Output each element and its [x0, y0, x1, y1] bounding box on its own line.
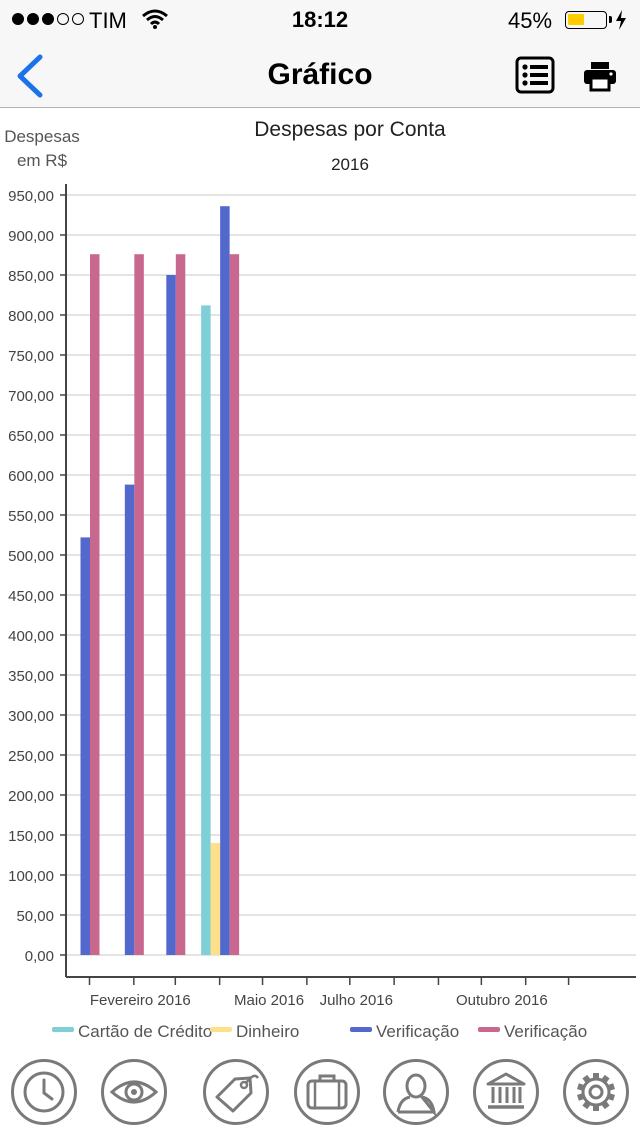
- gear-icon: [577, 1073, 615, 1111]
- list-view-button[interactable]: [515, 56, 555, 94]
- legend-swatch: [350, 1027, 372, 1032]
- bar: [220, 206, 230, 955]
- y-tick-label: 100,00: [8, 868, 54, 885]
- axes: [65, 184, 636, 978]
- bar: [134, 254, 144, 955]
- back-button[interactable]: [14, 54, 48, 98]
- carrier-name: TIM: [89, 8, 127, 33]
- legend-swatch: [210, 1027, 232, 1032]
- tab-clock[interactable]: [11, 1059, 77, 1125]
- x-axis-ticks: Fevereiro 2016 Maio 2016 Julho 2016 Outubro…: [88, 977, 570, 1009]
- navigation-bar: Gráfico: [0, 40, 640, 108]
- y-axis-label-line-1: Despesas: [4, 127, 80, 146]
- bars: [80, 206, 240, 955]
- y-tick-label: 50,00: [16, 908, 54, 925]
- tab-tag[interactable]: [203, 1059, 269, 1125]
- printer-icon: [584, 62, 616, 92]
- y-tick-label: 650,00: [8, 428, 54, 445]
- print-button[interactable]: [582, 60, 618, 92]
- y-tick-label: 950,00: [8, 188, 54, 205]
- y-tick-label: 500,00: [8, 548, 54, 565]
- tab-settings[interactable]: [563, 1059, 629, 1125]
- legend-swatch: [52, 1027, 74, 1032]
- x-tick-label: Julho 2016: [320, 992, 393, 1009]
- grid-lines: [66, 194, 636, 956]
- legend-label: Cartão de Crédito: [78, 1022, 212, 1041]
- charging-bolt-icon: [616, 10, 626, 30]
- legend-label: Dinheiro: [236, 1022, 299, 1041]
- y-tick-label: 0,00: [25, 948, 54, 965]
- legend-swatch: [478, 1027, 500, 1032]
- eye-icon: [109, 1080, 159, 1104]
- y-tick-label: 300,00: [8, 708, 54, 725]
- y-tick-label: 750,00: [8, 348, 54, 365]
- battery-percent: 45%: [508, 8, 553, 33]
- person-icon: [396, 1073, 437, 1118]
- bar: [80, 537, 90, 955]
- tab-bar: [0, 1052, 640, 1136]
- y-tick-label: 350,00: [8, 668, 54, 685]
- y-tick-label: 150,00: [8, 828, 54, 845]
- y-tick-label: 250,00: [8, 748, 54, 765]
- legend-label: Verificação: [504, 1022, 587, 1041]
- x-tick-label: Fevereiro 2016: [90, 992, 191, 1009]
- chart-subtitle: 2016: [331, 155, 369, 174]
- y-tick-label: 900,00: [8, 228, 54, 245]
- bank-icon: [486, 1072, 526, 1109]
- status-bar: TIM 18:12 45%: [0, 0, 640, 40]
- bar: [175, 254, 186, 955]
- tab-suitcase[interactable]: [294, 1059, 360, 1125]
- legend-label: Verificação: [376, 1022, 459, 1041]
- wifi-icon: [142, 9, 168, 29]
- signal-strength-icon: [12, 13, 84, 25]
- page-title: Gráfico: [267, 58, 373, 91]
- y-tick-label: 600,00: [8, 468, 54, 485]
- bar: [90, 254, 100, 955]
- suitcase-icon: [306, 1074, 348, 1110]
- y-tick-label: 450,00: [8, 588, 54, 605]
- list-icon: [515, 56, 555, 94]
- battery-icon: [565, 11, 612, 29]
- x-tick-label: Outubro 2016: [456, 992, 548, 1009]
- bar: [166, 275, 176, 955]
- y-tick-label: 200,00: [8, 788, 54, 805]
- tag-icon: [215, 1074, 260, 1113]
- tab-eye[interactable]: [101, 1059, 167, 1125]
- expenses-bar-chart: Despesas por Conta 2016 Despesas em R$ 0…: [4, 118, 636, 1041]
- clock-time: 18:12: [291, 7, 349, 32]
- y-tick-label: 700,00: [8, 388, 54, 405]
- tab-bank[interactable]: [473, 1059, 539, 1125]
- legend: Cartão de Crédito Dinheiro Verificação Veri…: [52, 1022, 587, 1041]
- clock-icon: [23, 1071, 65, 1113]
- chevron-left-icon: [17, 54, 43, 98]
- bar: [124, 484, 135, 955]
- bar: [210, 843, 221, 955]
- y-tick-label: 850,00: [8, 268, 54, 285]
- y-tick-label: 550,00: [8, 508, 54, 525]
- y-axis-ticks: 0,00 50,00 100,00 150,00 200,00 250,00 300,00 3…: [8, 188, 66, 965]
- bar: [201, 305, 211, 955]
- bar: [229, 254, 240, 955]
- tab-person[interactable]: [383, 1059, 449, 1125]
- chart-title: Despesas por Conta: [254, 118, 446, 141]
- y-tick-label: 400,00: [8, 628, 54, 645]
- x-tick-label: Maio 2016: [234, 992, 304, 1009]
- y-axis-label-line-2: em R$: [17, 151, 68, 170]
- y-tick-label: 800,00: [8, 308, 54, 325]
